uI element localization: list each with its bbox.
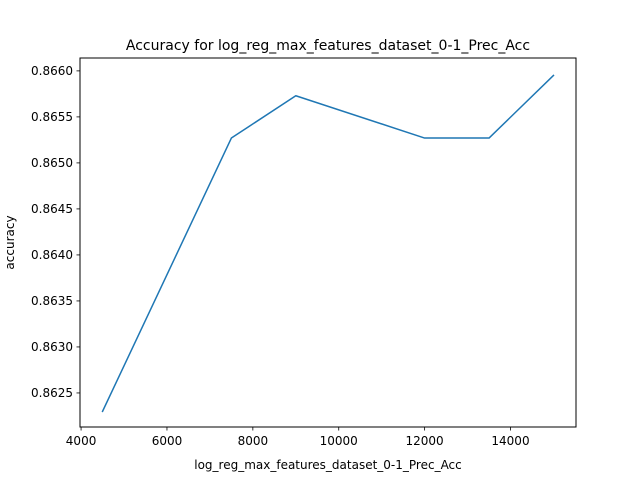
y-tick-label: 0.8625 [31, 386, 73, 400]
y-axis-label: accuracy [3, 215, 17, 269]
y-tick-label: 0.8645 [31, 202, 73, 216]
x-tick-label: 10000 [320, 434, 358, 448]
y-tick-label: 0.8650 [31, 156, 73, 170]
y-tick-label: 0.8660 [31, 64, 73, 78]
y-tick-label: 0.8640 [31, 248, 73, 262]
y-tick-label: 0.8635 [31, 294, 73, 308]
x-tick-label: 4000 [66, 434, 97, 448]
x-tick-label: 12000 [406, 434, 444, 448]
chart-title: Accuracy for log_reg_max_features_datase… [126, 38, 530, 54]
y-tick-label: 0.8630 [31, 340, 73, 354]
series-line [101, 74, 555, 413]
x-axis-label: log_reg_max_features_dataset_0-1_Prec_Ac… [194, 458, 462, 472]
plot-area [101, 74, 555, 413]
axes-frame [79, 57, 577, 428]
x-tick-label: 14000 [491, 434, 529, 448]
y-tick-label: 0.8655 [31, 110, 73, 124]
x-tick-label: 6000 [152, 434, 183, 448]
x-tick-label: 8000 [238, 434, 269, 448]
axis-ticks: 4000 6000 8000 10000 12000 14000 0.8625 0.8630 0… [31, 64, 530, 448]
